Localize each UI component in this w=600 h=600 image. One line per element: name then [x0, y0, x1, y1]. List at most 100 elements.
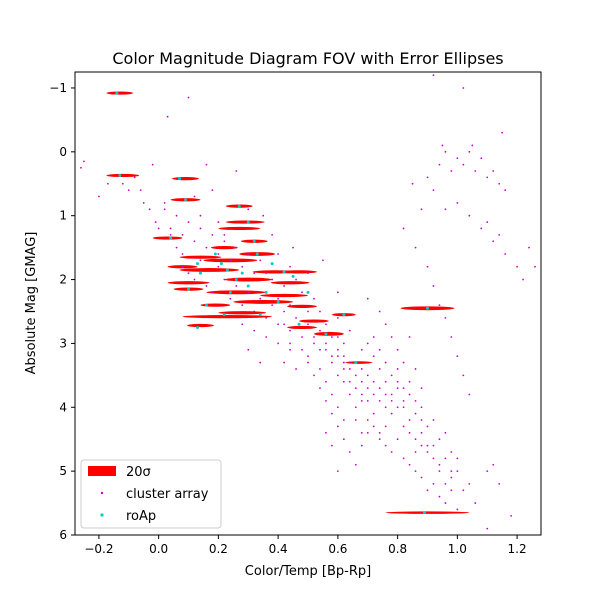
cluster-point	[480, 157, 483, 160]
cluster-point	[142, 202, 145, 204]
plot-frame	[74, 71, 542, 536]
x-tick-label: 0.4	[269, 542, 288, 556]
roap-point	[115, 91, 119, 95]
cluster-point	[378, 348, 381, 351]
y-tick-label: 5	[59, 464, 67, 478]
error-ellipse	[106, 173, 140, 178]
roap-point	[178, 177, 182, 181]
cluster-point	[360, 444, 363, 447]
roap-points	[115, 91, 429, 515]
cluster-point	[456, 457, 459, 460]
cluster-point	[396, 387, 399, 390]
cluster-point	[414, 451, 417, 453]
cluster-point	[211, 291, 214, 294]
cluster-point	[330, 355, 333, 358]
cluster-point	[432, 457, 435, 460]
cluster-point	[438, 495, 441, 498]
y-tick-label: 2	[59, 273, 67, 287]
cluster-point	[492, 240, 495, 243]
cluster-point	[241, 304, 244, 306]
cluster-point	[420, 419, 423, 421]
cluster-point	[420, 476, 423, 479]
cluster-point	[420, 208, 423, 211]
cluster-point	[223, 233, 226, 236]
legend: 20σ cluster array roAp	[80, 459, 222, 529]
cluster-point	[325, 431, 327, 434]
cluster-point	[169, 227, 172, 230]
cluster-point	[462, 163, 465, 166]
cluster-point	[336, 425, 339, 428]
cluster-point	[319, 329, 321, 332]
cluster-point	[384, 425, 387, 428]
cluster-point	[283, 323, 286, 326]
error-ellipse	[287, 304, 317, 308]
cluster-point	[181, 265, 184, 268]
cluster-point	[217, 253, 220, 255]
error-ellipse	[187, 323, 214, 328]
cluster-point	[313, 297, 315, 300]
cluster-point	[420, 431, 423, 434]
cluster-point	[259, 297, 262, 300]
cluster-point	[292, 246, 294, 249]
legend-label-roap: roAp	[126, 509, 156, 524]
cluster-point	[205, 285, 208, 287]
cluster-point	[336, 374, 339, 377]
cluster-point	[522, 278, 524, 281]
cluster-point	[450, 170, 453, 172]
cluster-point	[289, 329, 291, 332]
cluster-point	[307, 272, 309, 275]
cluster-point	[396, 406, 399, 409]
roap-point	[276, 300, 280, 304]
cluster-point	[193, 240, 196, 243]
error-ellipse	[210, 246, 238, 250]
cluster-point	[414, 470, 417, 473]
y-tick-label: 3	[59, 336, 67, 350]
roap-point	[252, 239, 256, 243]
error-ellipse	[182, 314, 273, 319]
roap-point	[324, 332, 328, 336]
roap-point	[255, 252, 259, 256]
cluster-point	[372, 393, 375, 396]
cluster-point	[330, 336, 333, 338]
x-tick-label: 0.6	[328, 542, 347, 556]
cluster-point	[366, 399, 369, 402]
cluster-point	[80, 166, 82, 169]
error-ellipse	[167, 281, 210, 285]
cluster-point	[444, 483, 447, 485]
error-ellipse	[218, 226, 261, 231]
cluster-point	[181, 253, 184, 255]
cluster-point	[348, 451, 351, 453]
cluster-point	[301, 336, 303, 338]
legend-label-cluster: cluster array	[126, 487, 209, 502]
cluster-point	[378, 399, 381, 402]
error-ellipse	[385, 511, 470, 514]
cluster-point	[534, 265, 536, 268]
cluster-point	[271, 304, 274, 306]
y-tick-label: −1	[49, 81, 67, 95]
cluster-point	[486, 221, 489, 223]
cluster-point	[289, 342, 291, 345]
cluster-point	[468, 483, 471, 485]
cluster-point	[444, 150, 447, 153]
roap-point	[270, 262, 274, 266]
cluster-point	[271, 233, 274, 236]
cluster-point	[426, 425, 429, 428]
cluster-point	[301, 291, 303, 294]
cluster-point	[319, 348, 321, 351]
cluster-point	[360, 380, 363, 383]
cluster-point	[319, 387, 321, 390]
cluster-point	[456, 508, 459, 511]
cluster-point	[348, 368, 351, 370]
cluster-point	[106, 182, 109, 185]
cluster-point	[372, 412, 375, 415]
cluster-point	[330, 412, 333, 415]
cluster-point	[322, 259, 324, 262]
cluster-point	[396, 348, 399, 351]
roap-point	[187, 287, 191, 291]
roap-point	[258, 313, 262, 317]
cluster-point	[235, 170, 238, 172]
cluster-point	[390, 451, 393, 453]
cluster-point	[157, 227, 160, 230]
x-tick-label: 1.0	[448, 542, 467, 556]
cluster-point	[450, 489, 453, 492]
